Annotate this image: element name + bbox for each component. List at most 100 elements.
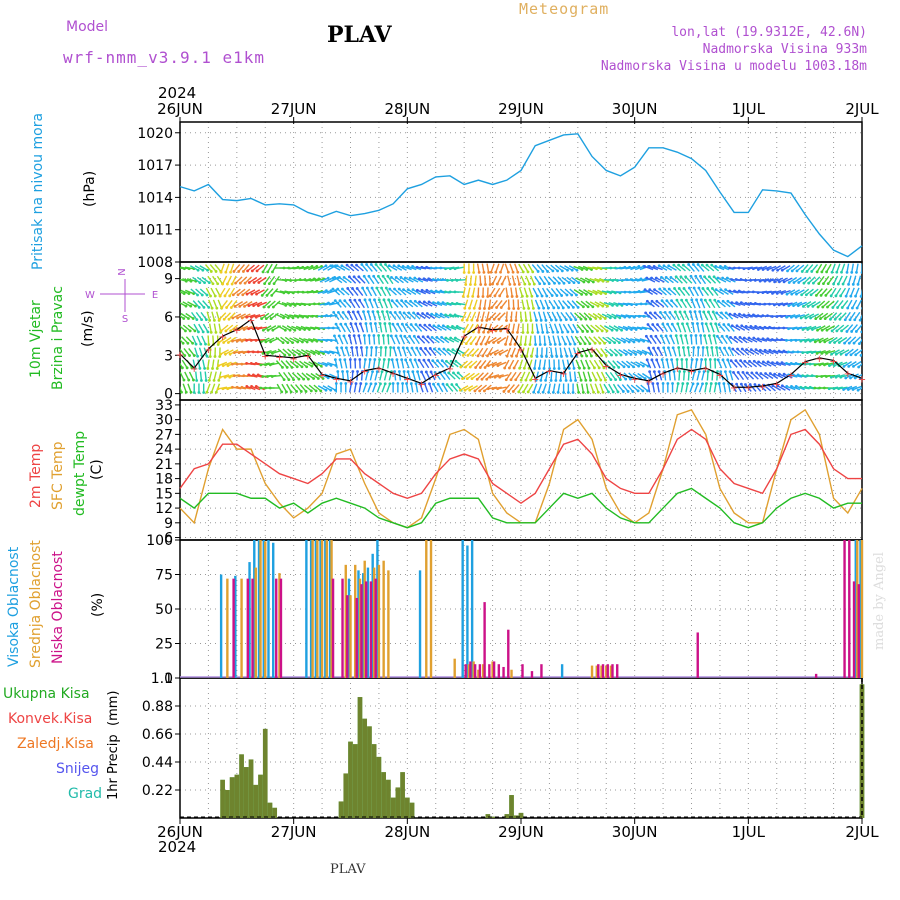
wind-arrow-head bbox=[576, 305, 580, 309]
wind-arrow-head bbox=[758, 348, 762, 352]
wind-arrow bbox=[856, 299, 862, 309]
wind-arrow bbox=[730, 360, 738, 368]
wind-arrow-head bbox=[667, 287, 671, 291]
wind-arrow bbox=[485, 335, 491, 345]
mid-cloud-bar bbox=[316, 540, 319, 678]
wind-arrow-head bbox=[641, 364, 645, 368]
wind-gust-mark: + bbox=[218, 332, 226, 343]
wind-arrow bbox=[753, 360, 762, 368]
wind-arrow-head bbox=[724, 311, 728, 315]
high-cloud-bar bbox=[234, 575, 237, 678]
wind-arrow bbox=[665, 276, 674, 284]
wind-arrow bbox=[635, 361, 644, 367]
wind-arrow bbox=[566, 276, 575, 284]
wind-arrow-head bbox=[582, 280, 586, 284]
wind-arrow-head bbox=[286, 316, 290, 320]
wind-arrow-head bbox=[761, 360, 765, 364]
wind-arrow bbox=[705, 323, 710, 333]
wind-arrow bbox=[698, 383, 704, 393]
wind-arrow bbox=[472, 323, 479, 333]
wind-arrow-head bbox=[834, 375, 838, 379]
wind-arrow-head bbox=[559, 379, 562, 382]
wind-arrow bbox=[514, 263, 519, 273]
wind-arrow-head bbox=[499, 306, 503, 309]
wind-arrow bbox=[294, 360, 303, 368]
wind-arrow-head bbox=[572, 281, 576, 285]
wind-arrow-head bbox=[455, 301, 459, 305]
wind-arrow-head bbox=[475, 377, 479, 381]
wind-arrow bbox=[810, 338, 820, 342]
wind-arrows bbox=[180, 263, 862, 394]
wind-arrow bbox=[433, 348, 442, 356]
wind-arrow bbox=[191, 335, 197, 345]
wind-arrow-head bbox=[285, 390, 288, 394]
wind-arrow-head bbox=[700, 263, 704, 267]
wind-arrow bbox=[332, 265, 341, 271]
wind-arrow bbox=[392, 323, 398, 333]
wind-arrow-head bbox=[680, 358, 684, 361]
wind-arrow-head bbox=[713, 358, 717, 361]
wind-label-1: 10m Vjetar bbox=[28, 300, 44, 378]
wind-arrow-head bbox=[752, 336, 756, 340]
wind-arrow-head bbox=[225, 306, 228, 309]
wind-arrow-head bbox=[535, 294, 539, 298]
wind-arrow-head bbox=[705, 382, 708, 385]
wind-arrow bbox=[812, 325, 822, 331]
wind-arrow-head bbox=[785, 315, 789, 319]
low-cloud-bar bbox=[473, 664, 477, 678]
wind-arrow-head bbox=[355, 346, 359, 349]
wind-arrow-head bbox=[646, 382, 650, 385]
wind-arrow bbox=[730, 336, 739, 344]
wind-arrow bbox=[772, 385, 781, 391]
wind-arrow-head bbox=[590, 354, 593, 358]
wind-arrow-head bbox=[714, 382, 718, 385]
wind-arrow-head bbox=[306, 377, 310, 381]
wind-arrow-head bbox=[484, 342, 488, 346]
wind-gust-mark: + bbox=[275, 353, 283, 364]
wind-arrow-head bbox=[266, 328, 270, 332]
wind-gust-mark: + bbox=[773, 379, 781, 390]
wind-arrow-head bbox=[507, 390, 511, 393]
low-cloud-bar bbox=[374, 578, 377, 678]
wind-arrow bbox=[607, 360, 615, 368]
wind-arrow bbox=[639, 314, 649, 318]
wind-arrow bbox=[577, 371, 582, 381]
wind-arrow bbox=[836, 324, 845, 332]
wind-arrow-head bbox=[347, 275, 351, 279]
wind-arrow bbox=[547, 276, 556, 284]
wind-arrow-head bbox=[626, 390, 630, 393]
wind-arrow bbox=[264, 275, 271, 285]
wind-gust-mark: + bbox=[545, 367, 553, 378]
conv-precip-bar bbox=[338, 801, 344, 818]
model-label: Model bbox=[66, 19, 109, 35]
wind-arrow-head bbox=[682, 287, 686, 290]
wind-arrow bbox=[284, 336, 293, 344]
wind-arrow-head bbox=[479, 342, 483, 346]
x-tick-label-bottom: 1JUL bbox=[732, 823, 766, 841]
wind-arrow-head bbox=[581, 330, 585, 333]
wind-arrow-head bbox=[386, 274, 390, 278]
wind-arrow-head bbox=[180, 390, 183, 394]
wind-arrow-head bbox=[671, 346, 675, 350]
wind-arrow-head bbox=[486, 387, 490, 391]
wind-arrow-head bbox=[840, 270, 843, 274]
wind-arrow-head bbox=[801, 374, 805, 378]
wind-arrow-head bbox=[815, 270, 819, 274]
wind-arrow bbox=[678, 371, 681, 381]
wind-arrow-head bbox=[430, 335, 434, 339]
wind-arrow bbox=[670, 335, 676, 345]
wind-arrow bbox=[188, 371, 195, 381]
wind-arrow bbox=[544, 371, 549, 381]
low-cloud-bar bbox=[497, 664, 501, 678]
wind-arrow-head bbox=[180, 366, 184, 370]
wind-arrow bbox=[559, 288, 568, 296]
wind-arrow-head bbox=[341, 287, 344, 291]
wind-arrow-head bbox=[732, 266, 736, 270]
wind-arrow-head bbox=[818, 363, 822, 367]
wind-arrow bbox=[563, 347, 568, 357]
y-tick-label: 3 bbox=[164, 348, 173, 364]
wind-arrow-head bbox=[509, 378, 513, 382]
wind-arrow bbox=[260, 337, 270, 343]
wind-arrow-head bbox=[230, 362, 234, 366]
y-tick-label: 25 bbox=[155, 637, 173, 653]
